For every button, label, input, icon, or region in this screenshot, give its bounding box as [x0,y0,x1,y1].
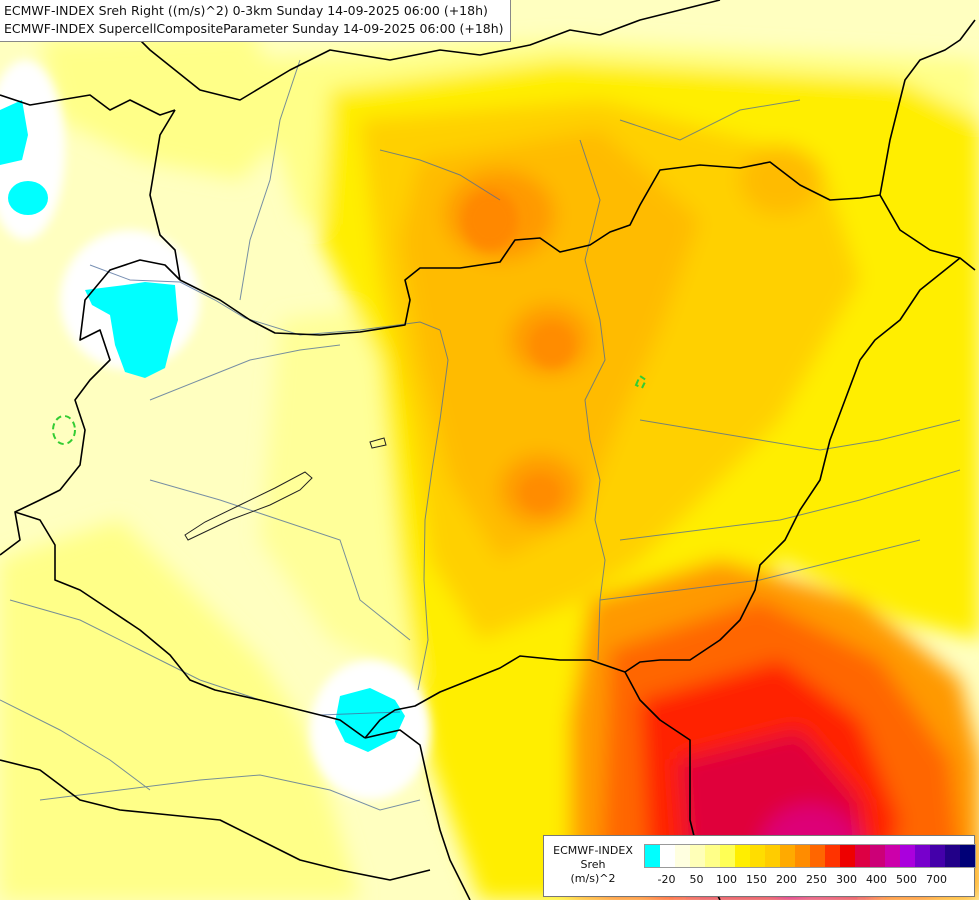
river-north-2 [619,99,801,141]
legend-swatch [750,845,765,867]
legend-swatch [795,845,810,867]
legend-tick: 500 [896,873,917,886]
orange-spot-south-dark [520,475,560,511]
legend-swatch [780,845,795,867]
scp-contours [52,374,648,445]
legend-swatch [735,845,750,867]
negative-sreh-areas [0,100,405,752]
legend-swatch [825,845,840,867]
legend-tick: -20 [657,873,676,886]
legend-tick: 50 [689,873,704,886]
legend-swatch [870,845,885,867]
legend-swatch [930,845,945,867]
light-yellow-zone-west [0,520,360,900]
lake-balaton [184,471,313,541]
border-north-czech [0,94,176,116]
river-north-1 [379,149,501,201]
legend-model: ECMWF-INDEX [553,844,633,857]
orange-blob-east [740,145,820,215]
legend-tick: 250 [806,873,827,886]
legend-parameter: Sreh [580,858,606,871]
lake-small [369,437,387,449]
border-hungary-romania [624,257,961,673]
legend-swatch [810,845,825,867]
legend-swatch [840,845,855,867]
orange-spot-center-dark [530,323,574,367]
legend-swatch [915,845,930,867]
border-sw-bosnia [0,759,431,881]
border-ukraine-romania [879,194,976,271]
border-serbia-croatia [364,729,471,900]
legend-swatch [660,845,675,867]
legend-unit: (m/s)^2 [570,872,616,885]
legend-swatch [960,845,975,867]
cyan-area-south [335,688,405,752]
river-morava [239,59,301,301]
orange-spot-dark [462,190,518,250]
legend-tick: 400 [866,873,887,886]
border-austria-slovenia [14,259,181,513]
legend-tick: 100 [716,873,737,886]
border-slovakia-hungary [179,161,881,336]
map-title-box: ECMWF-INDEX Sreh Right ((m/s)^2) 0-3km S… [0,0,511,42]
legend-swatch [675,845,690,867]
scp-contour-west [52,415,76,445]
legend-tick-labels: -20 50 100 150 200 250 300 400 500 700 [644,873,974,887]
map-title-line-1: ECMWF-INDEX Sreh Right ((m/s)^2) 0-3km S… [4,3,488,18]
river-east-1 [639,419,961,451]
river-danube-bend [417,329,449,691]
border-croatia-hungary [0,511,366,739]
legend-tick: 150 [746,873,767,886]
cyan-area-northwest [0,100,28,165]
border-hungary-serbia [364,655,626,739]
legend-color-bar [644,844,976,868]
border-ne-poland [599,0,721,36]
river-tisza [579,139,606,661]
river-balaton-feed [149,479,411,641]
river-east-2 [619,469,961,541]
legend-swatch [765,845,780,867]
river-southwest [0,699,151,791]
legend-swatch [885,845,900,867]
border-north-slovakia [109,9,601,101]
color-legend: ECMWF-INDEX Sreh (m/s)^2 -20 50 100 150 200 2… [543,835,976,897]
legend-swatch [900,845,915,867]
legend-swatch [720,845,735,867]
legend-tick: 300 [836,873,857,886]
legend-tick: 200 [776,873,797,886]
legend-label: ECMWF-INDEX Sreh (m/s)^2 [548,844,638,886]
river-danube-west [89,264,441,336]
legend-swatch [690,845,705,867]
legend-swatch [645,845,660,867]
rivers [0,59,961,811]
river-mures [599,539,921,601]
border-austria-hungary [149,109,181,281]
map-title-line-2: ECMWF-INDEX SupercellCompositeParameter … [4,21,504,36]
legend-swatch [945,845,960,867]
cyan-area-northwest-2 [8,181,48,215]
legend-tick: 700 [926,873,947,886]
legend-swatch [855,845,870,867]
border-east-ukraine [879,19,976,196]
legend-swatch [705,845,720,867]
river-raba [149,344,341,401]
cyan-area-west [85,282,178,378]
light-yellow-zone-northwest [40,30,300,180]
river-sava [39,774,421,811]
